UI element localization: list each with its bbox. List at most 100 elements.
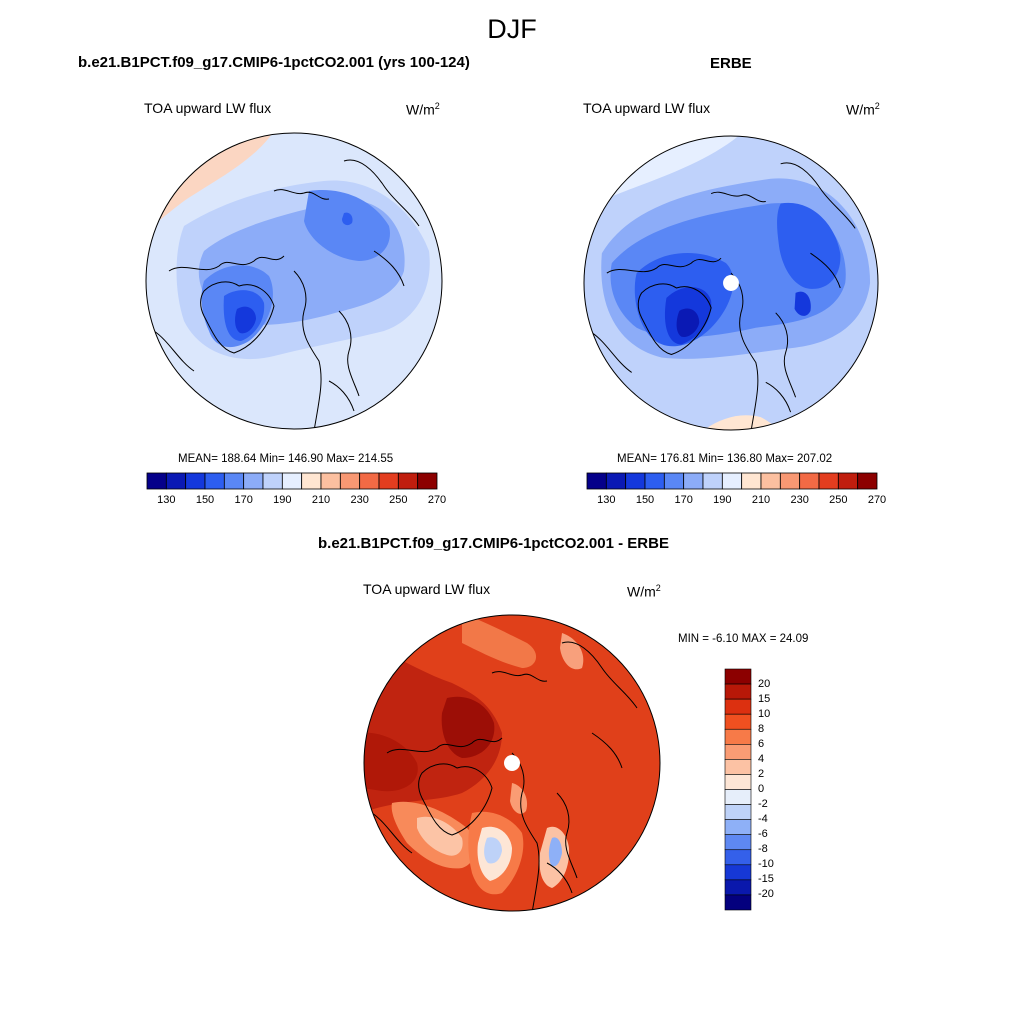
panel-diff-colorbar-label: 6 <box>758 737 765 750</box>
panel-obs-colorbar-box <box>605 472 627 490</box>
panel-diff-colorbar-label: -20 <box>758 888 774 901</box>
panel-diff-colorbar-box <box>724 789 752 805</box>
panel-model-colorbar-box <box>378 472 399 490</box>
panel-obs-colorbar-box <box>625 472 646 490</box>
panel-model-colorbar-tick-label: 130 <box>157 494 176 506</box>
panel-model-colorbar-box <box>262 472 283 490</box>
panel-diff-colorbar-box <box>724 759 752 775</box>
panel-diff-colorbar-label: 10 <box>758 707 771 720</box>
panel-diff-colorbar-box <box>724 849 752 866</box>
panel-obs-colorbar-tick-label: 270 <box>867 494 887 506</box>
panel-model-units: W/m2 <box>406 101 440 118</box>
pole-hole <box>723 275 739 291</box>
panel-diff-map <box>363 614 661 912</box>
panel-obs-colorbar-box <box>799 472 820 490</box>
panel-model-variable-label: TOA upward LW flux <box>144 100 272 116</box>
panel-diff-colorbar-box <box>724 744 752 760</box>
panel-obs-colorbar-box <box>837 472 859 490</box>
panel-model-colorbar-box <box>339 472 361 490</box>
panel-model-colorbar-tick-label: 170 <box>234 494 253 506</box>
panel-model-colorbar-tick-label: 230 <box>350 494 369 506</box>
panel-obs-colorbar-box <box>818 472 839 490</box>
panel-diff-colorbar-label: 2 <box>758 767 765 780</box>
panel-obs-colorbar-box <box>663 472 685 490</box>
panel-model-colorbar-box <box>165 472 187 490</box>
panel-diff-stats: MIN = -6.10 MAX = 24.09 <box>678 633 809 645</box>
panel-model-stats: MEAN= 188.64 Min= 146.90 Max= 214.55 <box>178 453 394 465</box>
panel-obs-colorbar-box <box>760 472 781 490</box>
panel-diff-colorbar-label: 15 <box>758 692 771 705</box>
panel-obs-colorbar-box <box>741 472 762 490</box>
panel-model-colorbar-tick-label: 210 <box>311 494 331 506</box>
pole-hole <box>504 755 520 771</box>
panel-diff-colorbar <box>724 668 752 911</box>
panel-diff-colorbar-box <box>724 713 752 730</box>
panel-diff-colorbar-label: 0 <box>758 783 765 795</box>
panel-diff-colorbar-label: 8 <box>758 722 765 735</box>
panel-model-colorbar-box <box>359 472 380 490</box>
panel-diff-colorbar-label: -2 <box>758 798 768 811</box>
panel-obs-units: W/m2 <box>846 101 880 118</box>
panel-diff-colorbar-box <box>724 864 752 881</box>
panel-diff-colorbar-box <box>724 774 752 790</box>
panel-model-colorbar-tick-label: 150 <box>195 494 215 506</box>
panel-diff-colorbar-label: -4 <box>758 813 768 826</box>
panel-obs-map <box>583 135 879 431</box>
panel-obs-colorbar-ticks: 130 150 170 190 210 230 250 270 <box>587 494 886 508</box>
panel-model-colorbar-box <box>281 472 303 490</box>
panel-model-colorbar-box <box>223 472 245 490</box>
panel-model-colorbar-box <box>301 472 322 490</box>
panel-model-colorbar-box <box>243 472 264 490</box>
panel-diff-colorbar-label: -8 <box>758 843 768 856</box>
panel-diff-colorbar-label: -10 <box>758 858 774 871</box>
panel-obs-colorbar-box <box>644 472 665 490</box>
panel-obs-colorbar-box <box>779 472 801 490</box>
panel-obs-colorbar <box>586 472 878 490</box>
panel-obs-colorbar-box <box>702 472 723 490</box>
figure-title: DJF <box>487 14 537 44</box>
panel-diff-variable-label: TOA upward LW flux <box>363 581 491 597</box>
panel-diff-colorbar-box <box>724 819 752 835</box>
panel-obs-colorbar-tick-label: 170 <box>674 494 693 506</box>
panel-obs-colorbar-box <box>586 472 607 490</box>
panel-diff-colorbar-label: -15 <box>758 873 774 886</box>
panel-diff-colorbar-box <box>724 698 752 715</box>
panel-model-colorbar-box <box>320 472 341 490</box>
panel-diff-colorbar-label: 20 <box>758 677 771 690</box>
panel-obs-colorbar-box <box>721 472 743 490</box>
panel-diff-colorbar-box <box>724 834 752 851</box>
panel-model-colorbar-ticks: 130 150 170 190 210 230 250 270 <box>147 494 446 508</box>
panel-diff-colorbar-box <box>724 683 752 700</box>
panel-diff-colorbar-labels: 20 15 10 8 6 4 2 0 -2 -4 -6 -8 -10 -15 -20 <box>758 669 798 910</box>
panel-diff-colorbar-box <box>724 804 752 820</box>
panel-obs-stats: MEAN= 176.81 Min= 136.80 Max= 207.02 <box>617 453 833 465</box>
panel-obs-colorbar-tick-label: 190 <box>713 494 732 506</box>
panel-diff-colorbar-box <box>724 728 752 745</box>
panel-obs-colorbar-tick-label: 250 <box>829 494 848 506</box>
panel-obs-colorbar-tick-label: 150 <box>635 494 655 506</box>
panel-diff-colorbar-label: 4 <box>758 752 765 765</box>
panel-model-map <box>145 132 443 430</box>
panel-obs-case-title: ERBE <box>710 55 752 72</box>
panel-diff-colorbar-label: -6 <box>758 828 768 841</box>
panel-obs-variable-label: TOA upward LW flux <box>583 100 711 116</box>
panel-diff-units: W/m2 <box>627 583 661 600</box>
panel-obs-colorbar-tick-label: 230 <box>790 494 809 506</box>
panel-model-colorbar-box <box>417 472 438 490</box>
panel-obs-colorbar-box <box>857 472 878 490</box>
panel-model-colorbar-box <box>204 472 225 490</box>
panel-diff-colorbar-box <box>724 879 752 896</box>
panel-diff-colorbar-box <box>724 894 752 911</box>
panel-diff-colorbar-box <box>724 668 752 685</box>
panel-model-colorbar <box>146 472 438 490</box>
panel-model-case-title: b.e21.B1PCT.f09_g17.CMIP6-1pctCO2.001 (y… <box>78 54 470 71</box>
panel-model-colorbar-tick-label: 250 <box>389 494 408 506</box>
panel-obs-colorbar-box <box>683 472 704 490</box>
panel-model-colorbar-tick-label: 190 <box>273 494 292 506</box>
panel-model-colorbar-box <box>185 472 206 490</box>
panel-model-colorbar-tick-label: 270 <box>427 494 447 506</box>
panel-model-colorbar-box <box>397 472 419 490</box>
panel-diff-case-title: b.e21.B1PCT.f09_g17.CMIP6-1pctCO2.001 - … <box>318 535 669 552</box>
panel-obs-colorbar-tick-label: 210 <box>751 494 771 506</box>
panel-obs-colorbar-tick-label: 130 <box>597 494 616 506</box>
